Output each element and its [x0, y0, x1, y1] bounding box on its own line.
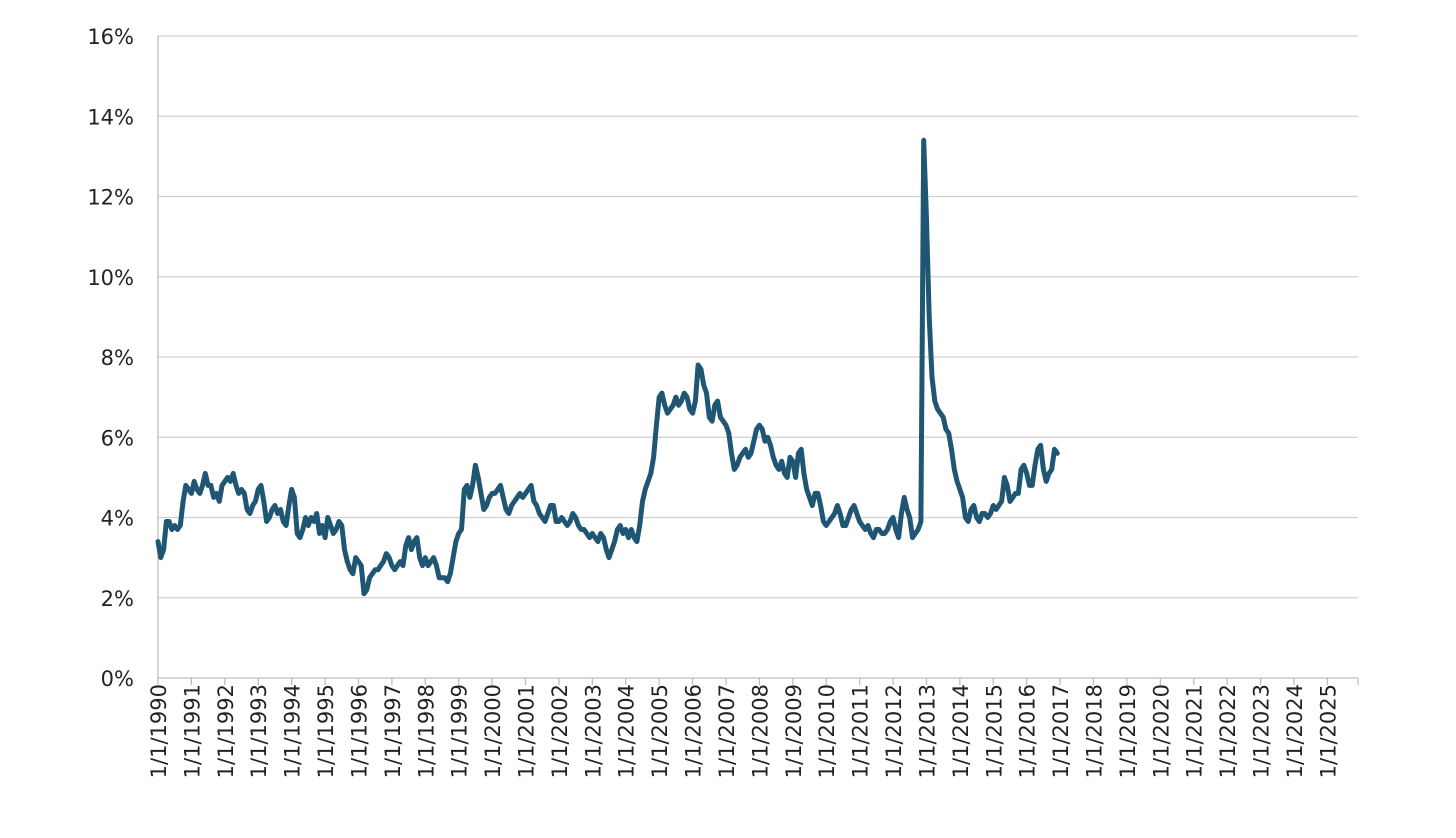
y-tick-label: 2% — [101, 587, 134, 611]
x-tick-label: 1/1/1999 — [448, 684, 472, 778]
x-tick-label: 1/1/2011 — [849, 684, 873, 778]
x-tick-label: 1/1/1992 — [214, 684, 238, 778]
x-tick-label: 1/1/1991 — [180, 684, 204, 778]
x-tick-label: 1/1/2003 — [581, 684, 605, 778]
x-tick-label: 1/1/2025 — [1316, 684, 1340, 778]
x-tick-label: 1/1/2001 — [515, 684, 539, 778]
y-tick-label: 4% — [101, 507, 134, 531]
x-tick-label: 1/1/2010 — [815, 684, 839, 778]
x-tick-label: 1/1/2005 — [648, 684, 672, 778]
gridlines — [158, 35, 1358, 599]
y-tick-label: 10% — [87, 266, 134, 290]
x-tick-label: 1/1/2012 — [882, 684, 906, 778]
x-tick-label: 1/1/2008 — [748, 684, 772, 778]
series-line — [155, 137, 1060, 597]
x-tick-label: 1/1/2015 — [982, 684, 1006, 778]
y-tick-label: 12% — [87, 186, 134, 210]
x-tick-label: 1/1/2019 — [1116, 684, 1140, 778]
x-tick-label: 1/1/1996 — [347, 684, 371, 778]
y-tick-label: 16% — [87, 25, 134, 49]
x-tick-label: 1/1/2016 — [1016, 684, 1040, 778]
x-tick-label: 1/1/2024 — [1283, 684, 1307, 778]
y-tick-label: 0% — [101, 667, 134, 691]
x-tick-label: 1/1/2007 — [715, 684, 739, 778]
x-tick-label: 1/1/1995 — [314, 684, 338, 778]
x-tick-label: 1/1/1993 — [247, 684, 271, 778]
x-tick-label: 1/1/2000 — [481, 684, 505, 778]
x-tick-label: 1/1/2020 — [1149, 684, 1173, 778]
y-tick-label: 6% — [101, 426, 134, 450]
x-tick-label: 1/1/2013 — [915, 684, 939, 778]
x-tick-label: 1/1/1994 — [281, 684, 305, 778]
x-tick-label: 1/1/2004 — [615, 684, 639, 778]
x-tick-label: 1/1/2014 — [949, 684, 973, 778]
x-tick-label: 1/1/1997 — [381, 684, 405, 778]
x-tick-label: 1/1/2017 — [1049, 684, 1073, 778]
x-tick-label: 1/1/2002 — [548, 684, 572, 778]
x-axis-tick-labels: 1/1/1990 1/1/1991 1/1/1992 1/1/1993 1/1/1994… — [147, 684, 1340, 778]
x-tick-label: 1/1/2018 — [1082, 684, 1106, 778]
x-tick-label: 1/1/2009 — [782, 684, 806, 778]
y-tick-label: 8% — [101, 346, 134, 370]
series-layer — [155, 137, 1060, 597]
y-axis-tick-labels: 0% 2% 4% 6% 8% 10% 12% 14% 16% — [87, 25, 134, 691]
x-tick-label: 1/1/1998 — [414, 684, 438, 778]
x-tick-label: 1/1/2021 — [1183, 684, 1207, 778]
x-tick-label: 1/1/1990 — [147, 684, 171, 778]
x-tick-label: 1/1/2006 — [682, 684, 706, 778]
axes — [157, 36, 1359, 685]
x-tick-label: 1/1/2022 — [1216, 684, 1240, 778]
y-tick-label: 14% — [87, 105, 134, 129]
x-tick-label: 1/1/2023 — [1250, 684, 1274, 778]
